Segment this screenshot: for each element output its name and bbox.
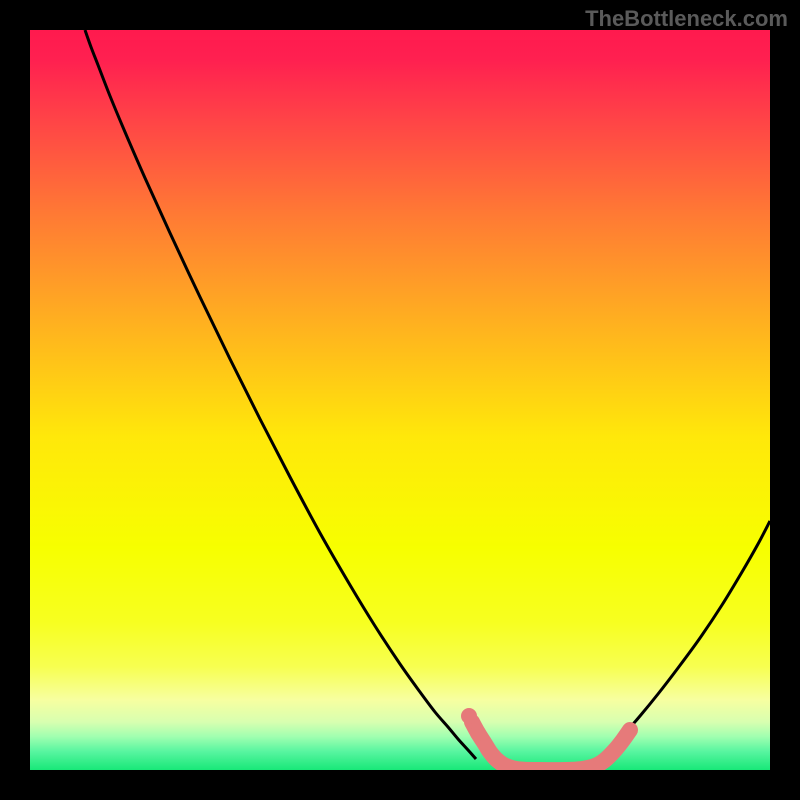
curve-right: [600, 521, 770, 757]
watermark-text: TheBottleneck.com: [585, 6, 788, 32]
curves-layer: [30, 30, 770, 770]
curve-left: [85, 30, 476, 759]
highlight-segment: [461, 708, 630, 770]
plot-area: [30, 30, 770, 770]
